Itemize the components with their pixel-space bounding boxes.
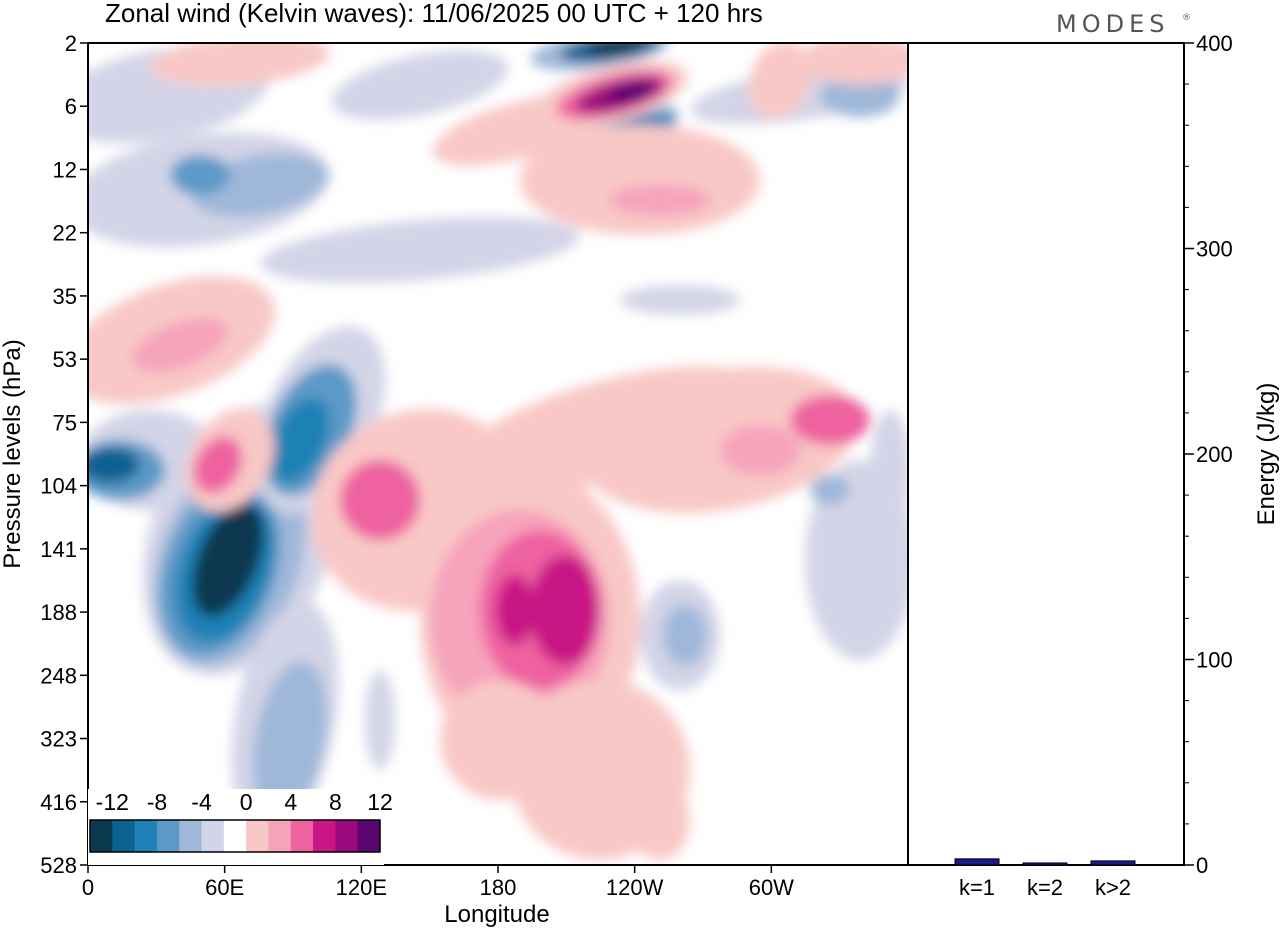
y-tick-label: 2 — [65, 31, 77, 56]
energy-tick-label: 400 — [1196, 31, 1233, 56]
positive-anomaly — [132, 318, 228, 372]
positive-anomaly — [150, 43, 330, 87]
y-tick-label: 53 — [53, 347, 77, 372]
positive-anomaly — [605, 81, 655, 103]
energy-panel: k=1 k=2 k>2 0 100 200 300 400 Energy (J/kg) — [907, 31, 1280, 900]
negative-anomaly — [192, 503, 264, 617]
colorbar-frame — [89, 819, 381, 853]
energy-bar-label: k>2 — [1095, 875, 1131, 900]
colorbar-tick-label: 0 — [240, 789, 253, 815]
colorbar-tick-label: -8 — [147, 789, 167, 815]
x-tick-label: 120E — [336, 875, 387, 900]
positive-anomaly — [748, 43, 812, 119]
colorbar-tick-label: -12 — [96, 789, 129, 815]
colorbar-cell — [357, 820, 381, 852]
negative-anomaly — [620, 285, 740, 315]
energy-bar-label: k=2 — [1027, 875, 1063, 900]
negative-anomaly — [260, 217, 580, 283]
colorbar-cell — [179, 820, 203, 852]
colorbar-cell — [290, 820, 314, 852]
energy-axis: 0 100 200 300 400 — [1184, 31, 1233, 878]
positive-anomaly — [530, 555, 600, 665]
positive-anomaly — [495, 575, 535, 645]
colorbar-cell — [246, 820, 269, 852]
negative-anomaly — [870, 410, 908, 530]
negative-anomaly — [663, 605, 707, 665]
energy-bar — [954, 858, 1000, 866]
energy-bar — [1090, 860, 1136, 866]
positive-anomaly — [193, 436, 243, 494]
colorbar-cell — [90, 820, 113, 852]
x-tick-label: 120W — [606, 875, 664, 900]
brand-logo: MODES — [1056, 10, 1169, 38]
colorbar-tick-label: 8 — [329, 789, 342, 815]
colorbar-cell — [223, 820, 247, 852]
x-axis-label: Longitude — [444, 901, 549, 928]
y-tick-label: 323 — [40, 727, 77, 752]
colorbar-cell — [134, 820, 158, 852]
energy-tick-label: 100 — [1196, 648, 1233, 673]
energy-tick-label: 0 — [1196, 853, 1208, 878]
y-tick-label: 6 — [65, 94, 77, 119]
positive-anomaly — [790, 395, 870, 445]
negative-anomaly — [585, 43, 645, 56]
negative-anomaly — [170, 155, 230, 195]
y-axis-label: Pressure levels (hPa) — [0, 339, 26, 568]
energy-frame — [907, 42, 1185, 866]
energy-bar-label: k=1 — [959, 875, 995, 900]
chart-title: Zonal wind (Kelvin waves): 11/06/2025 00… — [105, 0, 763, 28]
negative-anomaly — [820, 73, 900, 117]
colorbar-cell — [313, 820, 336, 852]
colorbar-tick-label: 4 — [284, 789, 297, 815]
positive-anomaly — [720, 425, 800, 475]
y-tick-label: 22 — [53, 221, 77, 246]
colorbar-cell — [268, 820, 292, 852]
energy-axis-label: Energy (J/kg) — [1253, 383, 1280, 526]
y-tick-label: 141 — [40, 537, 77, 562]
wind-field — [88, 43, 908, 860]
positive-anomaly — [581, 366, 859, 514]
positive-anomaly — [630, 780, 690, 860]
positive-anomaly — [610, 185, 710, 215]
colorbar-tick-label: 12 — [367, 789, 393, 815]
negative-anomaly — [88, 447, 140, 483]
energy-tick-label: 300 — [1196, 237, 1233, 262]
heatmap-panel: 0 60E 120E 180 120W 60W 2 6 12 22 35 53 75 104 141 188… — [0, 31, 909, 928]
y-tick-label: 12 — [53, 157, 77, 182]
negative-anomaly — [252, 660, 328, 820]
colorbar: -12 -8 -4 0 4 8 12 — [88, 789, 393, 865]
colorbar-cell — [335, 820, 359, 852]
positive-anomaly — [800, 43, 908, 85]
positive-anomaly — [520, 125, 760, 235]
y-axis: 2 6 12 22 35 53 75 104 141 188 248 323 416 528 — [40, 31, 88, 878]
energy-bar — [1022, 862, 1068, 866]
negative-anomaly — [365, 670, 395, 770]
y-tick-label: 188 — [40, 600, 77, 625]
y-tick-label: 104 — [40, 474, 77, 499]
negative-anomaly — [331, 50, 509, 120]
x-tick-label: 60E — [205, 875, 244, 900]
y-tick-label: 75 — [53, 410, 77, 435]
x-tick-label: 180 — [480, 875, 517, 900]
y-tick-label: 35 — [53, 284, 77, 309]
negative-anomaly — [270, 397, 330, 483]
y-tick-label: 248 — [40, 663, 77, 688]
energy-tick-label: 200 — [1196, 442, 1233, 467]
x-tick-label: 0 — [82, 875, 94, 900]
y-tick-label: 416 — [40, 790, 77, 815]
y-tick-label: 528 — [40, 853, 77, 878]
brand-registered-mark: ® — [1182, 13, 1191, 23]
colorbar-cell — [112, 820, 136, 852]
colorbar-cell — [201, 820, 225, 852]
x-axis: 0 60E 120E 180 120W 60W — [82, 865, 794, 900]
negative-anomaly — [810, 475, 850, 505]
colorbar-tick-label: -4 — [191, 789, 212, 815]
positive-anomaly — [440, 680, 560, 800]
positive-anomaly — [340, 460, 420, 540]
x-tick-label: 60W — [749, 875, 794, 900]
energy-bars: k=1 k=2 k>2 — [954, 858, 1136, 900]
colorbar-cell — [156, 820, 180, 852]
